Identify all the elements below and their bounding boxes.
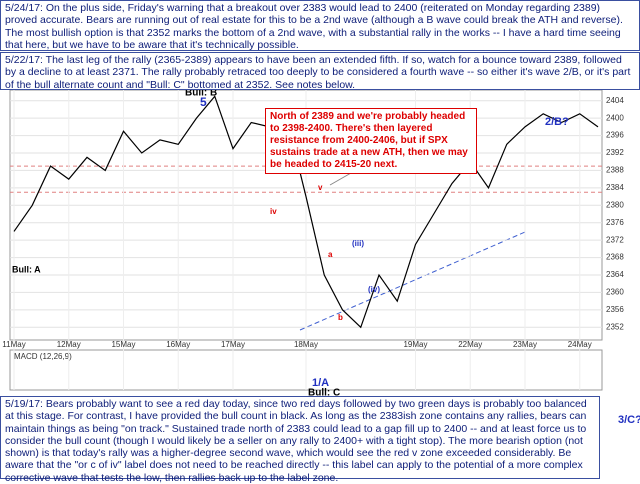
note-middle: 5/22/17: The last leg of the rally (2365… [0,52,640,91]
wave-label: 5 [200,95,207,109]
wave-label: Bull: C [308,388,340,399]
y-tick-label: 2364 [606,270,624,279]
wave-label: Bull: B [185,88,217,99]
y-tick-label: 2396 [606,131,624,140]
y-tick-label: 2380 [606,200,624,209]
note-bottom: 5/19/17: Bears probably want to see a re… [0,396,600,484]
callout: North of 2389 and we're probably headed … [265,108,477,174]
note-top: 5/24/17: On the plus side, Friday's warn… [0,0,640,51]
y-tick-label: 2384 [606,183,624,192]
y-tick-label: 2368 [606,253,624,262]
x-tick-label: 17May [221,340,245,349]
x-tick-label: 11May [2,340,25,349]
x-tick-label: 22May [458,340,482,349]
x-tick-label: 16May [166,340,190,349]
x-tick-label: 24May [568,340,592,349]
x-tick-label: 19May [403,340,427,349]
indicator-label: MACD (12,26,9) [14,352,72,361]
wave-label: 1/A [312,377,329,389]
y-tick-label: 2376 [606,218,624,227]
y-tick-label: 2404 [606,96,624,105]
y-tick-label: 2372 [606,235,624,244]
wave-label: b [338,313,343,322]
x-tick-label: 23May [513,340,537,349]
wave-label: v [318,183,323,192]
trend-line [299,231,526,331]
y-tick-label: 2360 [606,288,624,297]
y-tick-label: 2400 [606,113,624,122]
wave-label: a [328,250,333,259]
wave-label: iv [270,207,277,216]
x-tick-label: 12May [57,340,81,349]
wave-label: 2/B? [545,116,569,128]
x-tick-label: 18May [294,340,318,349]
wave-label: Bull: A [12,264,41,274]
y-tick-label: 2356 [606,305,624,314]
wave-label: (iv) [368,285,380,294]
y-tick-label: 2352 [606,322,624,331]
wave-label: 3/C? [618,414,640,426]
price-line [13,95,599,329]
x-tick-label: 15May [111,340,135,349]
y-tick-label: 2392 [606,148,624,157]
y-tick-label: 2388 [606,166,624,175]
wave-label: (iii) [352,239,364,248]
